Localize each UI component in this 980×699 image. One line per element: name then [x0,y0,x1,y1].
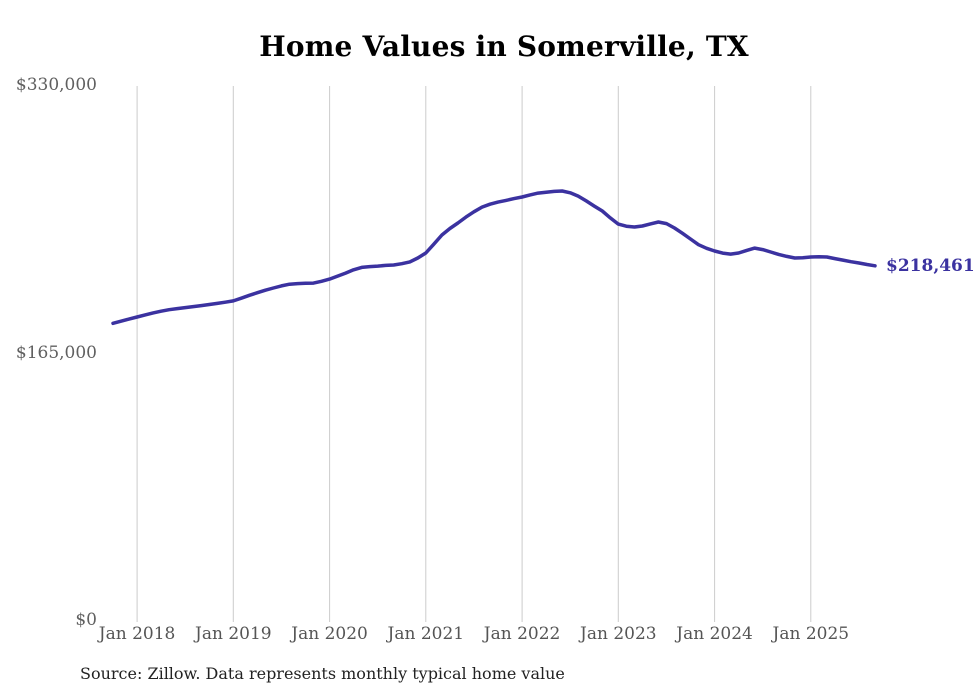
x-axis-tick-label: Jan 2021 [387,624,465,644]
home-value-line [111,189,877,326]
x-axis-tick-label: Jan 2024 [676,624,753,644]
current-value-label: $218,461 [886,255,975,276]
source-note: Source: Zillow. Data represents monthly … [80,664,565,683]
x-axis-tick-label: Jan 2018 [98,624,176,644]
x-axis-tick-label: Jan 2023 [580,624,657,644]
x-axis-tick-label: Jan 2025 [772,624,850,644]
chart-title: Home Values in Somerville, TX [259,30,749,63]
y-axis-label-330000: $330,000 [15,75,97,95]
x-axis-tick-label: Jan 2020 [291,624,368,644]
x-axis-tick-label: Jan 2019 [195,624,272,644]
x-axis-tick-label: Jan 2022 [483,624,561,644]
y-axis-label-0: $0 [75,610,97,630]
y-axis-label-165000: $165,000 [15,342,97,363]
